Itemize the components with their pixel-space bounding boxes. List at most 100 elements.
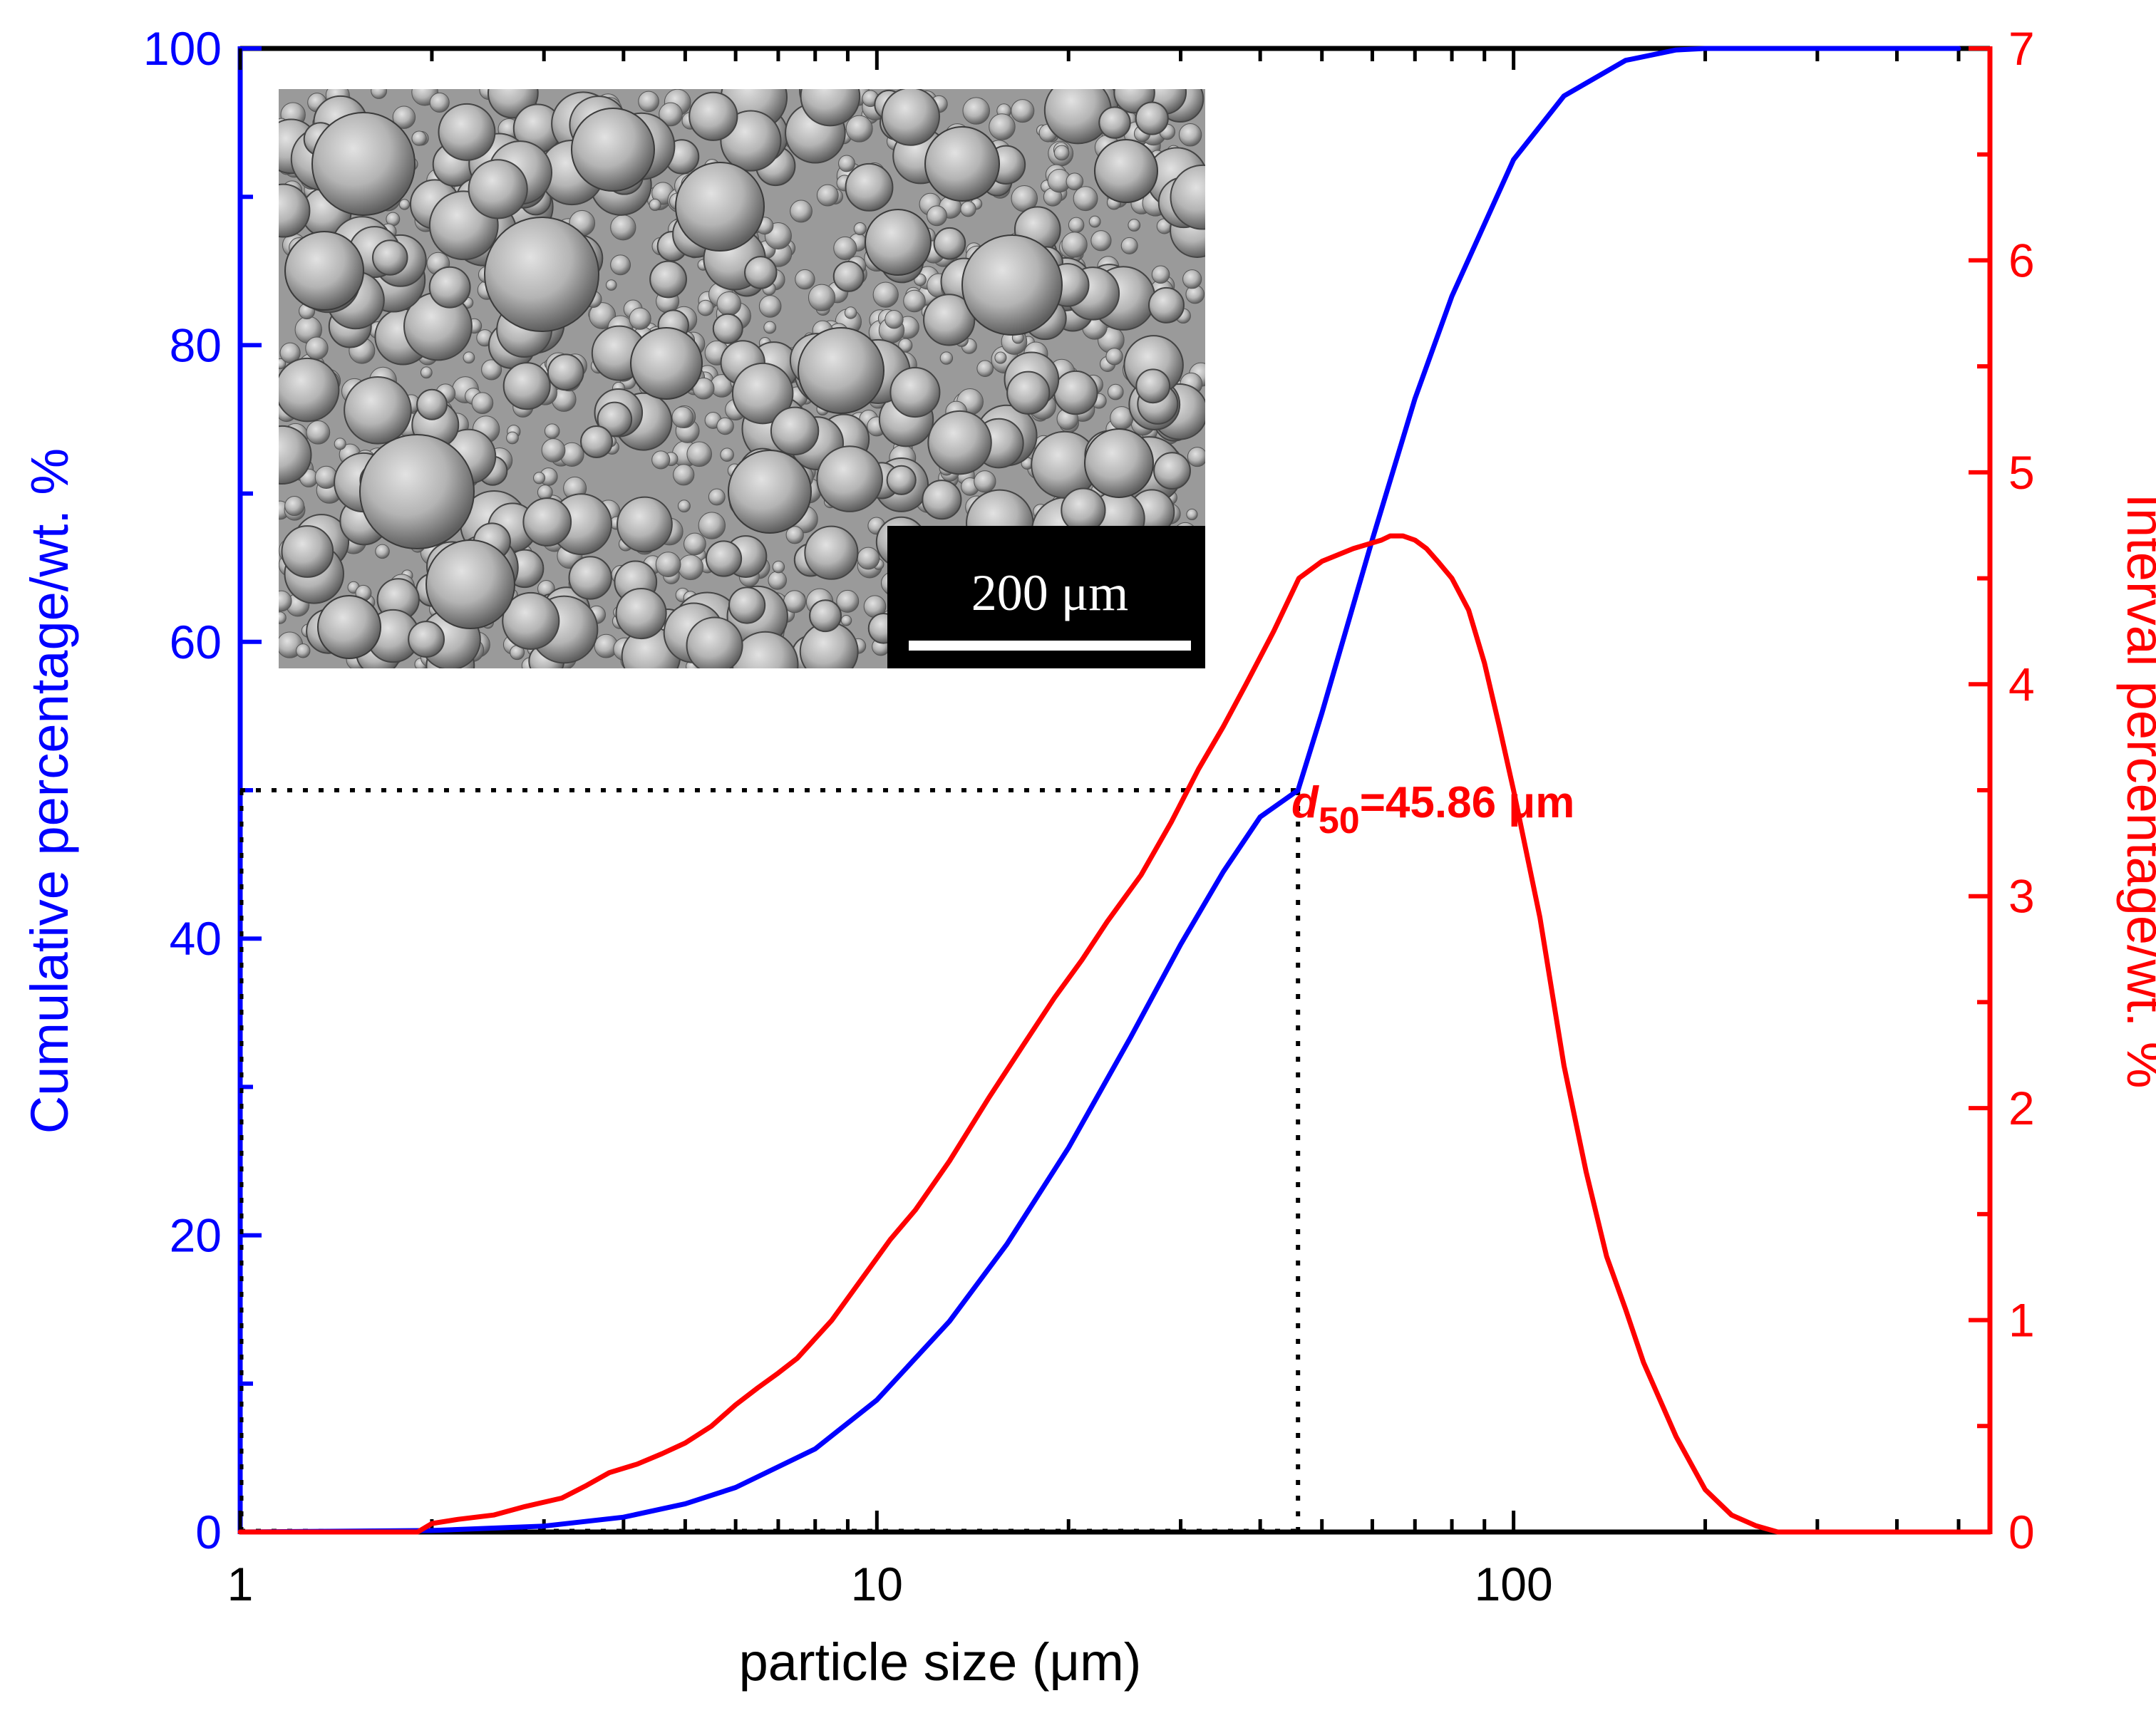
x-axis-label: particle size (μm) [739, 1632, 1142, 1692]
inset-particle-medium [1170, 164, 1205, 230]
inset-particle-small [1178, 123, 1202, 147]
inset-particle-small [279, 611, 287, 624]
inset-particle-medium [281, 525, 334, 578]
y-left-tick-label: 20 [170, 1209, 222, 1262]
x-tick-label: 10 [851, 1558, 903, 1610]
inset-particle-small [772, 560, 785, 574]
inset-particle-small [989, 113, 1016, 140]
inset-particle-large [317, 595, 381, 659]
inset-particle-medium [922, 480, 962, 520]
inset-particle-small [763, 321, 777, 334]
scale-bar-label: 200 μm [971, 564, 1129, 621]
y-right-tick-label: 2 [2008, 1082, 2035, 1134]
x-tick-label: 100 [1475, 1558, 1553, 1610]
inset-particle-large [571, 108, 655, 192]
inset-particle-small [1187, 447, 1205, 467]
inset-particle-small [671, 406, 693, 428]
inset-particle-medium [705, 540, 743, 577]
inset-particle-small [306, 420, 331, 445]
inset-particle-small [649, 198, 661, 211]
inset-particle-small [544, 423, 560, 439]
inset-particle-medium [344, 376, 412, 445]
inset-particle-medium [649, 260, 687, 299]
inset-particle-small [463, 351, 475, 364]
inset-particle-medium [832, 260, 865, 292]
inset-particle-medium [428, 266, 471, 309]
y-right-tick-label: 3 [2008, 870, 2035, 923]
inset-particle-small [684, 532, 706, 556]
y-left-tick-label: 0 [195, 1506, 222, 1558]
y-right-tick-label: 0 [2008, 1506, 2035, 1558]
inset-particle-medium [502, 362, 551, 410]
inset-particle-medium [416, 388, 448, 420]
inset-particle-small [541, 438, 566, 462]
inset-particle-small [429, 92, 450, 113]
inset-particle-large [484, 217, 599, 332]
inset-particle-medium [923, 294, 976, 346]
inset-particle-large [675, 162, 765, 252]
inset-particle-small [1053, 145, 1070, 161]
inset-particle-medium [617, 496, 673, 553]
inset-particle-medium [438, 103, 496, 161]
inset-particle-small [398, 199, 411, 210]
inset-particle-medium [408, 621, 445, 658]
inset-particle-small [808, 284, 836, 311]
inset-particle-small [420, 366, 433, 379]
inset-particle-medium [804, 525, 859, 580]
inset-particle-large [311, 112, 416, 216]
inset-particle-small [411, 130, 427, 146]
interval-percentage-line [237, 533, 1993, 1535]
inset-particle-medium [744, 256, 778, 289]
inset-particle-medium [688, 91, 738, 141]
inset-particle-small [1105, 348, 1123, 366]
inset-particle-small [836, 589, 860, 613]
inset-particle-medium [279, 425, 312, 485]
inset-particle-small [537, 485, 553, 500]
inset-particle-small [692, 377, 715, 400]
inset-particle-small [1061, 232, 1088, 258]
d50-guide-lines [239, 788, 1301, 1533]
inset-particle-small [960, 201, 976, 217]
inset-particle-small [840, 615, 852, 626]
inset-particle-small [816, 184, 839, 207]
inset-particle-small [857, 547, 880, 570]
inset-particle-small [392, 105, 416, 129]
inset-particle-small [1090, 230, 1112, 252]
y-right-tick-label: 1 [2008, 1294, 2035, 1347]
inset-particle-small [659, 102, 683, 127]
sem-inset-image: 200 μm [279, 89, 1205, 668]
inset-particle-large [1084, 428, 1154, 498]
inset-particle-medium [597, 401, 633, 438]
y-right-tick-label: 6 [2008, 234, 2035, 286]
inset-particle-medium [809, 599, 842, 633]
inset-particle-small [610, 254, 631, 276]
inset-particle-medium [1135, 101, 1169, 135]
inset-particle-small [677, 500, 691, 513]
y-left-tick-label: 80 [170, 319, 222, 371]
inset-particle-small [1088, 215, 1101, 228]
inset-particle-small [610, 214, 636, 241]
inset-particle-small [1128, 219, 1141, 232]
inset-particle-small [605, 279, 617, 291]
inset-particle-small [708, 488, 726, 506]
inset-particle-small [532, 472, 546, 485]
inset-particle-small [673, 464, 695, 486]
inset-particle-small [629, 307, 651, 330]
inset-particle-small [686, 441, 712, 467]
inset-particle-small [838, 155, 855, 172]
inset-particle-small [884, 310, 904, 329]
inset-particle-medium [468, 159, 528, 219]
inset-particle-medium [279, 357, 340, 423]
inset-particle-small [305, 336, 329, 360]
y-right-tick-label: 5 [2008, 446, 2035, 499]
inset-particle-small [790, 200, 813, 223]
inset-particle-small [1068, 217, 1085, 234]
y-right-axis-label: Interval percentage/wt. % [2116, 494, 2156, 1089]
inset-particle-small [872, 281, 899, 308]
inset-particle-medium [881, 89, 940, 146]
inset-particle-medium [522, 497, 572, 547]
inset-particle-large [961, 234, 1063, 336]
inset-particle-medium [1098, 106, 1131, 139]
